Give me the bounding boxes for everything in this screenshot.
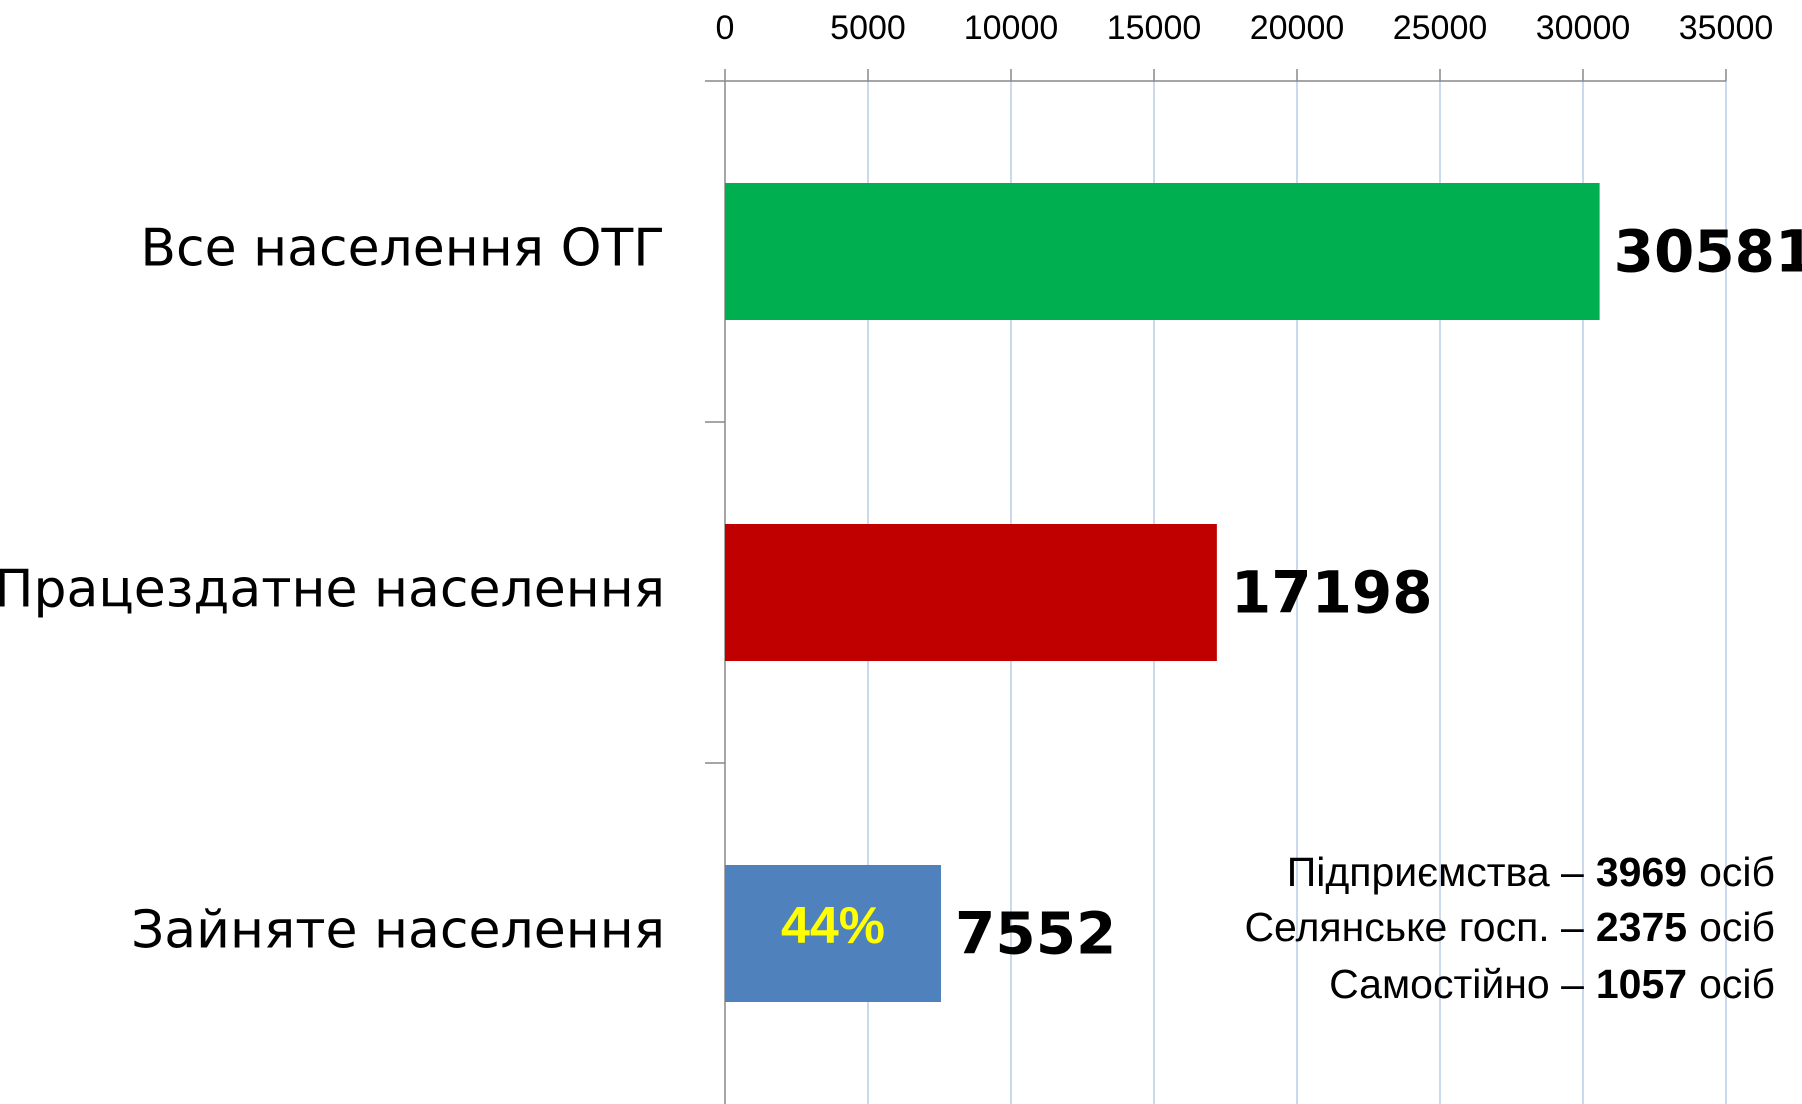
annotation: 44%: [781, 897, 885, 955]
bar: [725, 524, 1217, 661]
note-label: Самостійно –: [1329, 961, 1584, 1007]
x-tick-label: 20000: [1250, 9, 1345, 47]
category-label: Зайняте населення: [131, 901, 665, 961]
x-tick-label: 5000: [830, 9, 906, 47]
x-tick-label: 30000: [1536, 9, 1631, 47]
bar: [725, 865, 941, 1002]
x-tick-label: 15000: [1107, 9, 1202, 47]
note: Селянське госп. – 2375 осіб: [1244, 904, 1775, 950]
note: Підприємства – 3969 осіб: [1287, 849, 1775, 895]
note-value: 1057: [1596, 961, 1687, 1007]
value-label: 30581: [1614, 218, 1802, 286]
x-tick-label: 35000: [1679, 9, 1774, 47]
note-unit: осіб: [1699, 961, 1775, 1007]
bar: [725, 183, 1600, 320]
note-value: 2375: [1596, 904, 1687, 950]
note-unit: осіб: [1699, 904, 1775, 950]
note: Самостійно – 1057 осіб: [1329, 961, 1775, 1007]
note-value: 3969: [1596, 849, 1687, 895]
note-label: Підприємства –: [1287, 849, 1584, 895]
category-label: Працездатне населення: [0, 560, 665, 620]
x-tick-label: 25000: [1393, 9, 1488, 47]
category-label: Все населення ОТГ: [140, 219, 665, 279]
note-unit: осіб: [1699, 849, 1775, 895]
value-label: 17198: [1231, 559, 1433, 627]
value-label: 7552: [955, 900, 1116, 968]
x-tick-label: 10000: [964, 9, 1059, 47]
x-tick-label: 0: [716, 9, 735, 47]
note-label: Селянське госп. –: [1244, 904, 1584, 950]
